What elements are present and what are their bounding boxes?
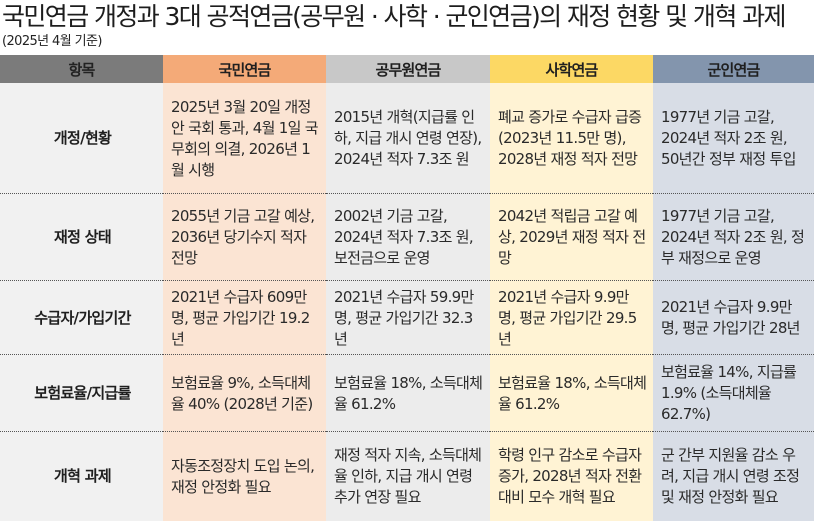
table-cell: 2055년 기금 고갈 예상, 2036년 당기수지 적자 전망 — [163, 194, 326, 281]
page-title: 국민연금 개정과 3대 공적연금(공무원 · 사학 · 군인연금)의 재정 현황… — [2, 2, 786, 31]
table-cell: 학령 인구 감소로 수급자 증가, 2028년 적자 전환 대비 모수 개혁 필… — [490, 432, 653, 521]
row-label-financial-status: 재정 상태 — [0, 194, 163, 281]
table-cell: 보험료율 18%, 소득대체율 61.2% — [326, 355, 490, 432]
row-label-recipients-period: 수급자/가입기간 — [0, 281, 163, 355]
column-header-item: 항목 — [0, 55, 163, 83]
table-cell: 보험료율 14%, 지급률 1.9% (소득대체율 62.7%) — [653, 355, 814, 432]
table-cell: 군 간부 지원율 감소 우려, 지급 개시 연령 조정 및 재정 안정화 필요 — [653, 432, 814, 521]
table-cell: 2021년 수급자 9.9만 명, 평균 가입기간 29.5년 — [490, 281, 653, 355]
column-header-military-pension: 군인연금 — [653, 55, 814, 83]
table-cell: 보험료율 9%, 소득대체율 40% (2028년 기준) — [163, 355, 326, 432]
table-cell: 보험료율 18%, 소득대체율 61.2% — [490, 355, 653, 432]
column-header-private-school-pension: 사학연금 — [490, 55, 653, 83]
table-cell: 1977년 기금 고갈, 2024년 적자 2조 원, 정부 재정으로 운영 — [653, 194, 814, 281]
table-cell: 2015년 개혁(지급률 인하, 지급 개시 연령 연장), 2024년 적자 … — [326, 83, 490, 194]
pension-comparison-table: 항목 국민연금 공무원연금 사학연금 군인연금 개정/현황 2025년 3월 2… — [0, 55, 814, 521]
table-cell: 2042년 적립금 고갈 예상, 2029년 재정 적자 전망 — [490, 194, 653, 281]
table-cell: 2021년 수급자 609만 명, 평균 가입기간 19.2년 — [163, 281, 326, 355]
row-label-contribution-rate: 보험료율/지급률 — [0, 355, 163, 432]
table-cell: 재정 적자 지속, 소득대체율 인하, 지급 개시 연령 추가 연장 필요 — [326, 432, 490, 521]
column-header-national-pension: 국민연금 — [163, 55, 326, 83]
table-cell: 2002년 기금 고갈, 2024년 적자 7.3조 원, 보전금으로 운영 — [326, 194, 490, 281]
table-cell: 2021년 수급자 59.9만 명, 평균 가입기간 32.3년 — [326, 281, 490, 355]
page-subtitle-date: (2025년 4월 기준) — [2, 34, 102, 49]
table-cell: 1977년 기금 고갈, 2024년 적자 2조 원, 50년간 정부 재정 투… — [653, 83, 814, 194]
table-cell: 폐교 증가로 수급자 급증(2023년 11.5만 명), 2028년 재정 적… — [490, 83, 653, 194]
table-cell: 2021년 수급자 9.9만 명, 평균 가입기간 28년 — [653, 281, 814, 355]
row-label-reform-tasks: 개혁 과제 — [0, 432, 163, 521]
table-cell: 2025년 3월 20일 개정안 국회 통과, 4월 1일 국무회의 의결, 2… — [163, 83, 326, 194]
row-label-reform-status: 개정/현황 — [0, 83, 163, 194]
table-cell: 자동조정장치 도입 논의, 재정 안정화 필요 — [163, 432, 326, 521]
column-header-civil-servant-pension: 공무원연금 — [326, 55, 490, 83]
